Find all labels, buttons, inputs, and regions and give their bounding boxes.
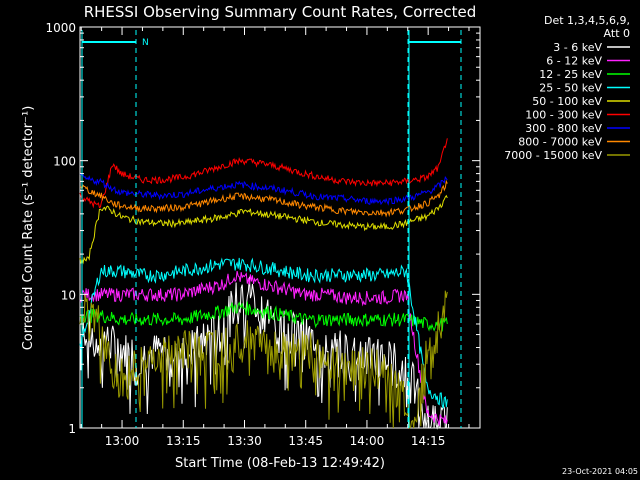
series-line — [79, 179, 448, 218]
series-line — [79, 301, 448, 332]
x-tick-label: 13:30 — [227, 434, 262, 448]
y-axis: 1 10 100 1000 — [45, 21, 480, 436]
series-line — [79, 270, 448, 426]
y-tick-label: 10 — [61, 288, 76, 302]
legend-entry-label: 50 - 100 keV — [532, 95, 602, 108]
y-tick-label: 100 — [53, 155, 76, 169]
legend-entry-label: 800 - 7000 keV — [518, 136, 602, 149]
legend-header-line-1: Det 1,3,4,5,6,9, — [544, 14, 630, 27]
series-line — [79, 290, 448, 430]
legend-entry-label: 25 - 50 keV — [539, 82, 602, 95]
legend-entry-label: 300 - 800 keV — [525, 122, 602, 135]
y-axis-label: Corrected Count Rate (s⁻¹ detector⁻¹) — [21, 106, 36, 351]
legend-entry-label: 100 - 300 keV — [525, 109, 602, 122]
series-line — [79, 194, 448, 265]
plot-frame — [79, 26, 481, 429]
chart-title: RHESSI Observing Summary Count Rates, Co… — [84, 3, 477, 21]
x-tick-label: 14:00 — [350, 434, 385, 448]
y-tick-label: 1 — [68, 422, 76, 436]
x-axis: 13:00 13:15 13:30 13:45 14:00 14:15 — [80, 27, 470, 448]
legend-entry-label: 12 - 25 keV — [539, 68, 602, 81]
series-line — [79, 173, 448, 206]
series-line — [79, 138, 448, 209]
series-layer — [79, 138, 448, 430]
x-tick-label: 13:00 — [105, 434, 140, 448]
legend-entry-label: 3 - 6 keV — [553, 41, 602, 54]
series-line — [79, 257, 448, 409]
plot-area: N — [79, 26, 481, 430]
marker-label: N — [142, 38, 149, 48]
legend-header-line-2: Att 0 — [604, 27, 630, 40]
legend-entry-label: 6 - 12 keV — [546, 55, 602, 68]
x-axis-label: Start Time (08-Feb-13 12:49:42) — [175, 456, 385, 471]
timestamp: 23-Oct-2021 04:05 — [562, 467, 638, 476]
x-tick-label: 14:15 — [411, 434, 446, 448]
x-tick-label: 13:45 — [288, 434, 323, 448]
y-tick-label: 1000 — [45, 21, 76, 35]
x-tick-label: 13:15 — [166, 434, 201, 448]
legend-entry-label: 7000 - 15000 keV — [504, 149, 602, 162]
time-markers: N — [81, 30, 462, 428]
